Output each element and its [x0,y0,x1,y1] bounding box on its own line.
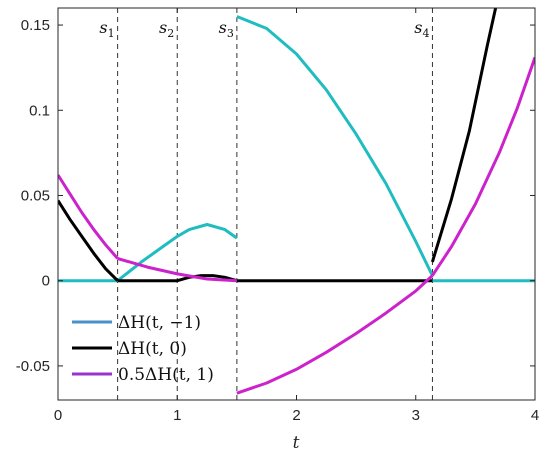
series-3-segment-2 [117,257,237,283]
vline-label-3: s3 [219,18,234,40]
axis-ticks: 0 1 2 3 4 -0.05 0 0.05 0.1 0.15 [16,8,539,424]
x-tick-label: 3 [412,407,420,424]
y-tick-label: -0.05 [16,358,50,375]
vline-label-4: s4 [414,18,429,40]
vline-label-2: s2 [159,18,174,40]
legend-label-1: ΔH(t, −1) [118,313,201,333]
legend-label-2: ΔH(t, 0) [118,339,187,359]
series-1-segment-2 [116,223,238,282]
legend-label-3: 0.5ΔH(t, 1) [118,365,214,385]
series-layer [58,8,535,395]
y-tick-label: 0.15 [21,17,50,34]
series-2-segment-1 [58,199,119,282]
x-tick-label: 2 [292,407,300,424]
y-tick-label: 0.1 [29,102,50,119]
x-tick-label: 1 [173,407,181,424]
series-3-segment-3 [236,274,434,395]
x-axis-label: t [293,433,300,453]
vertical-lines [117,8,433,400]
series-1-segment-3 [236,15,434,277]
y-tick-label: 0.05 [21,187,50,204]
series-3-segment-1 [58,174,119,260]
series-3-segment-4 [431,56,535,277]
x-tick-label: 4 [531,407,539,424]
y-tick-label: 0 [42,273,50,290]
legend: ΔH(t, −1) ΔH(t, 0) 0.5ΔH(t, 1) [72,313,214,385]
series-2-segment-3 [430,8,498,263]
series-2-segment-2 [117,274,433,283]
vline-label-1: s1 [99,18,114,40]
x-tick-label: 0 [54,407,62,424]
